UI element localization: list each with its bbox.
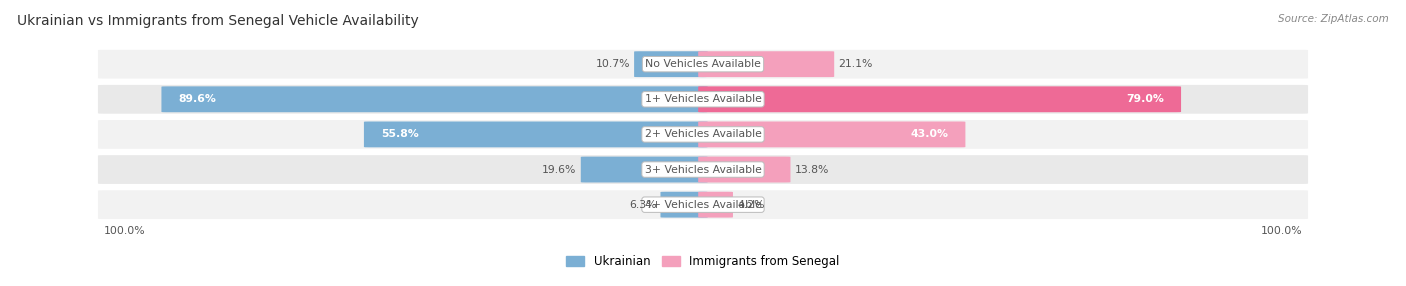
Text: 55.8%: 55.8% — [381, 130, 419, 139]
Text: 79.0%: 79.0% — [1126, 94, 1164, 104]
Text: Source: ZipAtlas.com: Source: ZipAtlas.com — [1278, 14, 1389, 24]
FancyBboxPatch shape — [162, 86, 707, 112]
Text: 4.2%: 4.2% — [737, 200, 765, 210]
Text: 10.7%: 10.7% — [595, 59, 630, 69]
Text: 2+ Vehicles Available: 2+ Vehicles Available — [644, 130, 762, 139]
Text: 21.1%: 21.1% — [838, 59, 873, 69]
Legend: Ukrainian, Immigrants from Senegal: Ukrainian, Immigrants from Senegal — [562, 250, 844, 273]
Text: 4+ Vehicles Available: 4+ Vehicles Available — [644, 200, 762, 210]
Text: 6.3%: 6.3% — [628, 200, 657, 210]
Text: 1+ Vehicles Available: 1+ Vehicles Available — [644, 94, 762, 104]
FancyBboxPatch shape — [661, 192, 707, 218]
FancyBboxPatch shape — [98, 85, 1308, 114]
FancyBboxPatch shape — [98, 50, 1308, 79]
FancyBboxPatch shape — [581, 157, 707, 182]
Text: Ukrainian vs Immigrants from Senegal Vehicle Availability: Ukrainian vs Immigrants from Senegal Veh… — [17, 14, 419, 28]
FancyBboxPatch shape — [699, 86, 1181, 112]
Text: 43.0%: 43.0% — [911, 130, 949, 139]
Text: 89.6%: 89.6% — [179, 94, 217, 104]
FancyBboxPatch shape — [98, 190, 1308, 219]
Text: No Vehicles Available: No Vehicles Available — [645, 59, 761, 69]
FancyBboxPatch shape — [699, 157, 790, 182]
Text: 100.0%: 100.0% — [104, 226, 146, 236]
FancyBboxPatch shape — [98, 120, 1308, 149]
FancyBboxPatch shape — [699, 51, 834, 77]
FancyBboxPatch shape — [634, 51, 707, 77]
Text: 100.0%: 100.0% — [1260, 226, 1302, 236]
Text: 13.8%: 13.8% — [794, 164, 830, 174]
FancyBboxPatch shape — [364, 122, 707, 147]
Text: 19.6%: 19.6% — [543, 164, 576, 174]
Text: 3+ Vehicles Available: 3+ Vehicles Available — [644, 164, 762, 174]
FancyBboxPatch shape — [699, 192, 733, 218]
FancyBboxPatch shape — [98, 155, 1308, 184]
FancyBboxPatch shape — [699, 122, 966, 147]
